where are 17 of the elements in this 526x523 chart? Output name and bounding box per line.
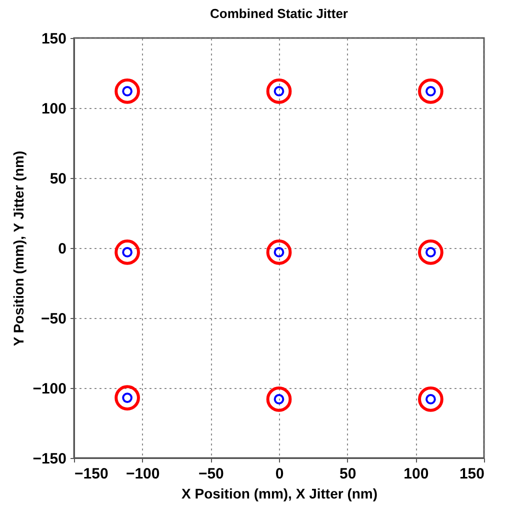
y-tick-label: 0 [58, 240, 66, 258]
x-tick-label: 100 [404, 466, 429, 482]
y-tick-label: 150 [41, 30, 66, 48]
y-tick-label: −150 [32, 450, 66, 468]
x-tick-label: 50 [339, 466, 356, 482]
y-tick-label: 50 [50, 170, 66, 188]
x-tick-label: 0 [275, 466, 284, 482]
chart-title: Combined Static Jitter [210, 6, 348, 21]
x-tick-label: −100 [126, 466, 160, 482]
y-tick-label: 100 [41, 100, 66, 118]
y-axis-title: Y Position (mm), Y Jitter (nm) [10, 150, 27, 346]
x-tick-label: −150 [74, 466, 108, 482]
x-axis-title: X Position (mm), X Jitter (nm) [181, 486, 378, 502]
x-tick-label: −50 [198, 466, 224, 482]
y-tick-label: −100 [32, 380, 66, 398]
x-tick-label: 150 [459, 466, 484, 482]
y-tick-label: −50 [41, 310, 66, 328]
